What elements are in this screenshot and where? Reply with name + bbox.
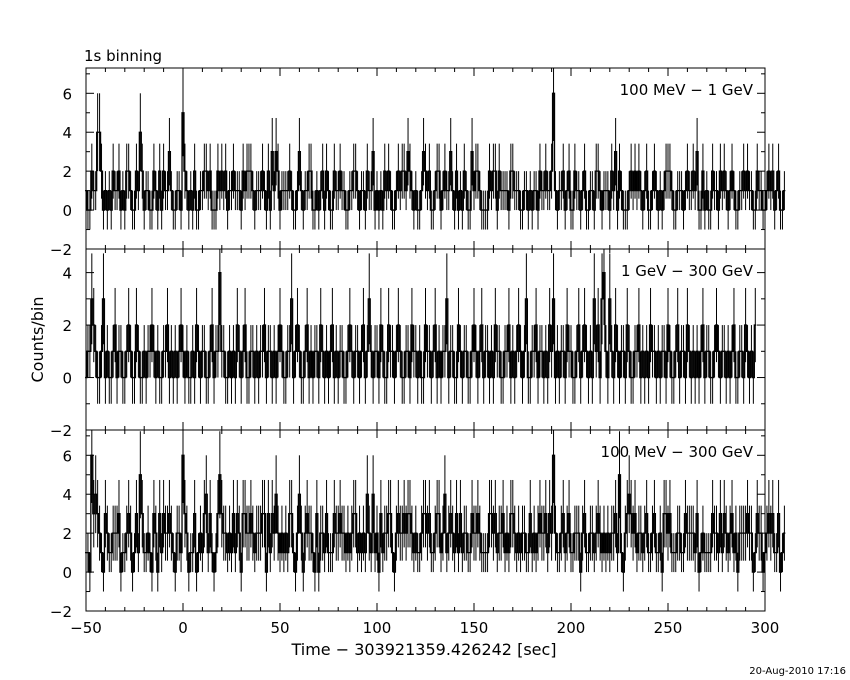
- y-tick-label: 2: [62, 163, 72, 181]
- x-tick-label: −50: [70, 619, 102, 637]
- y-tick-label: −2: [50, 241, 72, 259]
- energy-band-label: 1 GeV − 300 GeV: [621, 262, 754, 280]
- x-tick-label: 100: [363, 619, 392, 637]
- panels: −2 0 2 4 6 100 MeV − 1 GeV −2 0 2 4 1 GeV − 300 Ge…: [28, 67, 786, 637]
- x-tick-label: 0: [178, 619, 188, 637]
- y-tick-label: −2: [50, 603, 72, 621]
- y-tick-label: −2: [50, 422, 72, 440]
- x-tick-label: 150: [460, 619, 489, 637]
- y-tick-label: 4: [62, 486, 72, 504]
- light-curve-series: [85, 454, 786, 573]
- energy-band-label: 100 MeV − 300 GeV: [601, 443, 754, 461]
- y-tick-label: 0: [62, 370, 72, 388]
- x-tick-label: 300: [751, 619, 780, 637]
- x-tick-label: 200: [557, 619, 586, 637]
- y-tick-label: 6: [62, 85, 72, 103]
- y-tick-label: 0: [62, 202, 72, 220]
- panel-1: −2 0 2 4 6 100 MeV − 1 GeV: [50, 67, 786, 259]
- y-tick-label: 6: [62, 447, 72, 465]
- x-tick-label: 50: [270, 619, 289, 637]
- y-tick-label: 4: [62, 265, 72, 283]
- y-tick-label: 4: [62, 124, 72, 142]
- timestamp: 20-Aug-2010 17:16: [749, 666, 846, 677]
- panel-frame: [85, 429, 766, 612]
- y-axis-label: Counts/bin: [28, 297, 47, 383]
- panel-3: −2 0 2 4 6 100 MeV − 300 GeV: [50, 429, 786, 621]
- x-axis-label: Time − 303921359.426242 [sec]: [290, 640, 556, 659]
- binning-label: 1s binning: [84, 47, 162, 65]
- energy-band-label: 100 MeV − 1 GeV: [620, 81, 754, 99]
- light-curve-series: [85, 92, 786, 211]
- y-tick-label: 2: [62, 317, 72, 335]
- light-curve-series: [85, 271, 757, 379]
- y-tick-label: 0: [62, 564, 72, 582]
- y-tick-label: 2: [62, 525, 72, 543]
- panel-2: −2 0 2 4 1 GeV − 300 GeV: [50, 248, 766, 440]
- x-tick-label: 250: [654, 619, 683, 637]
